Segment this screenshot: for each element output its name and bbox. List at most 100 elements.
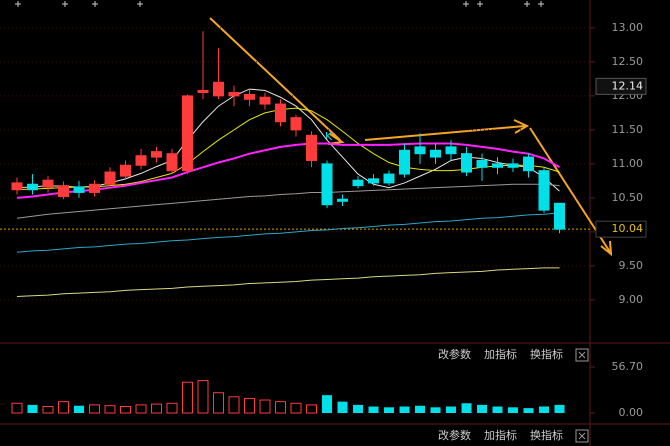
- volume-bar: [508, 407, 518, 413]
- annotation: K: [325, 130, 333, 143]
- candle-body: [197, 89, 209, 93]
- y-tick-label: 11.00: [612, 157, 644, 170]
- candle-body: [42, 179, 54, 188]
- candle-body: [492, 163, 503, 168]
- y-tick-label: 10.50: [612, 191, 644, 204]
- price-tag: [595, 77, 647, 95]
- candle-body: [523, 156, 534, 172]
- candle-body: [445, 146, 457, 155]
- y-tick-label: 0.00: [619, 406, 644, 419]
- volume-bar: [353, 404, 363, 413]
- y-tick-label: 56.70: [612, 360, 644, 373]
- volume-bar: [384, 407, 394, 413]
- close-button[interactable]: [575, 348, 589, 362]
- volume-bar: [197, 380, 209, 414]
- candle-body: [104, 171, 116, 185]
- top-markers: [15, 1, 544, 7]
- candle-body: [507, 163, 519, 168]
- close-icon: [578, 432, 586, 440]
- candle-body: [538, 170, 550, 211]
- toolbar-button[interactable]: 换指标: [530, 428, 563, 442]
- moving-average: [16, 267, 560, 297]
- volume-bar: [461, 403, 472, 413]
- volume-bar: [27, 404, 38, 413]
- volume-bar: [166, 402, 178, 414]
- candle-body: [259, 96, 271, 105]
- candle-body: [461, 153, 472, 173]
- arrow-head: [600, 240, 613, 257]
- y-tick-label: 12.50: [612, 55, 644, 68]
- toolbar-button[interactable]: 加指标: [484, 347, 517, 361]
- candle-body: [166, 153, 178, 172]
- volume-bar: [275, 401, 286, 414]
- volume-bar: [523, 408, 534, 413]
- y-tick-label: 11.50: [612, 123, 644, 136]
- candle-body: [476, 159, 488, 168]
- volume-bar: [415, 405, 425, 413]
- volume-bar: [11, 402, 23, 414]
- candle-body: [430, 149, 441, 158]
- moving-average: [16, 88, 560, 192]
- candle-body: [27, 183, 38, 191]
- toolbar-button[interactable]: 改参数: [438, 347, 471, 361]
- toolbar-row: 改参数 加指标 换指标: [438, 428, 589, 443]
- volume-bar: [306, 404, 317, 414]
- volume-bar: [228, 396, 240, 414]
- candle-body: [135, 155, 147, 166]
- candle-body: [399, 149, 410, 175]
- arrow-head: [513, 119, 530, 134]
- volume-bar: [539, 406, 549, 413]
- candle-body: [228, 91, 240, 97]
- moving-average: [16, 142, 560, 199]
- toolbar-button[interactable]: 换指标: [530, 347, 563, 361]
- volume-bar: [213, 392, 224, 414]
- moving-average: [16, 107, 560, 191]
- volume-bar: [58, 401, 69, 414]
- candle-body: [383, 173, 395, 184]
- volume-bar: [151, 403, 162, 414]
- volume-bar: [104, 405, 116, 414]
- volume-bar: [446, 406, 456, 413]
- y-tick-label: 13.00: [612, 21, 644, 34]
- volume-bar: [322, 395, 332, 413]
- moving-average: [16, 212, 560, 253]
- price-tag: [595, 220, 647, 238]
- candle-body: [73, 186, 85, 193]
- candle-body: [275, 103, 286, 123]
- candle-body: [554, 202, 565, 230]
- moving-average: [16, 183, 560, 219]
- candle-body: [151, 151, 162, 158]
- volume-bar: [399, 406, 410, 413]
- marker-price-label: 12.14: [612, 79, 644, 92]
- candle-body: [213, 81, 224, 97]
- toolbar-button[interactable]: 加指标: [484, 428, 517, 442]
- volume-bar: [89, 404, 100, 414]
- arrow: [209, 17, 341, 141]
- candle-body: [321, 163, 333, 206]
- toolbar-button[interactable]: 改参数: [438, 428, 471, 442]
- y-tick-label: 9.50: [619, 259, 644, 272]
- candle-body: [120, 164, 131, 177]
- arrow: [364, 125, 526, 141]
- trend-arrows: [209, 17, 613, 257]
- volume-bar: [492, 406, 503, 413]
- toolbar-row: 改参数 加指标 换指标: [438, 347, 589, 362]
- volume-bar: [259, 399, 271, 414]
- candle-body: [11, 182, 23, 191]
- volume-bar: [120, 406, 131, 414]
- volume-bar: [244, 397, 255, 414]
- volume-bar: [368, 406, 379, 413]
- close-button[interactable]: [575, 429, 589, 443]
- candle-body: [337, 198, 348, 202]
- volume-bar: [554, 404, 565, 413]
- volume-bar: [290, 402, 302, 414]
- marker: [15, 1, 544, 7]
- y-tick-label: 9.00: [619, 293, 644, 306]
- candle-body: [244, 94, 255, 100]
- candle-body: [182, 95, 193, 172]
- volume-bar: [74, 405, 84, 413]
- volume-bar: [182, 381, 193, 414]
- close-icon: [578, 351, 586, 359]
